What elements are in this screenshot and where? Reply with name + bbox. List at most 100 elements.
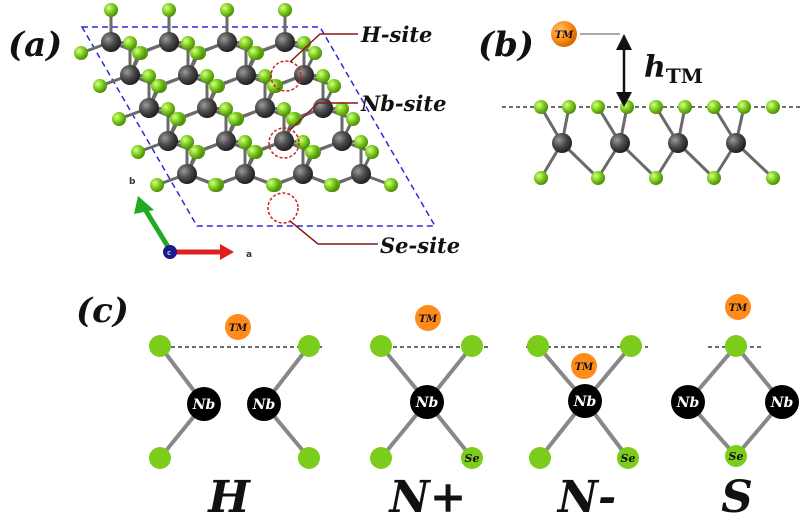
panel-b-label: (b)	[478, 25, 534, 65]
side-se-atom	[737, 100, 751, 114]
config-s-nb-atom	[765, 385, 799, 419]
se-atom	[286, 112, 300, 126]
config-h-tm-atom	[225, 314, 251, 340]
se-atom	[327, 79, 341, 93]
nb-atom	[275, 32, 295, 52]
nb-atom	[216, 131, 236, 151]
config-h-se-atom	[298, 335, 320, 357]
side-se-atom	[678, 100, 692, 114]
se-atom	[93, 79, 107, 93]
nb-atom	[293, 164, 313, 184]
config-h-name: H	[206, 472, 251, 520]
height-arrow-up	[616, 34, 632, 50]
c-axis-label: c	[167, 249, 171, 257]
se-site-marker	[267, 192, 299, 224]
side-nb-atom	[726, 133, 746, 153]
config-s-se-atom	[725, 335, 747, 357]
se-atom	[208, 178, 222, 192]
nb-atom	[120, 65, 140, 85]
config-n-minus-se-atom	[529, 447, 551, 469]
config-n-minus-tm-atom	[571, 353, 597, 379]
se-atom	[151, 79, 165, 93]
nb-atom	[294, 65, 314, 85]
nb-atom	[101, 32, 121, 52]
panel-c-label: (c)	[76, 291, 129, 331]
se-atom	[104, 3, 118, 17]
nb-site-marker	[268, 127, 300, 159]
se-atom	[277, 102, 291, 116]
side-se-atom	[766, 100, 780, 114]
se-atom	[142, 69, 156, 83]
se-site-label: Se-site	[380, 233, 460, 258]
se-atom	[162, 3, 176, 17]
height-label-main: h	[644, 50, 666, 85]
se-atom	[189, 145, 203, 159]
side-se-atom	[591, 171, 605, 185]
config-n-minus-se-atom	[620, 335, 642, 357]
nb-atom	[217, 32, 237, 52]
config-s-name: S	[721, 472, 753, 520]
b-axis-arrow	[140, 204, 173, 252]
config-h-nb-atom	[247, 387, 281, 421]
se-atom	[239, 36, 253, 50]
side-nb-atom	[610, 133, 630, 153]
h-site-label: H-site	[360, 22, 432, 47]
config-n-minus-tm-label: TM	[575, 362, 594, 373]
config-n-minus-nb-atom	[568, 384, 602, 418]
config-n-minus-se-atom	[617, 447, 639, 469]
nb-atom	[274, 131, 294, 151]
height-arrow-down	[616, 92, 632, 107]
unit-cell-outline	[80, 26, 437, 227]
config-n-plus: Se Nb TM N+	[370, 305, 490, 520]
se-atom	[150, 178, 164, 192]
h-site-marker	[270, 60, 302, 92]
se-atom	[181, 36, 195, 50]
config-n-plus-se-atom	[461, 447, 483, 469]
se-atom	[305, 145, 319, 159]
config-s-nb-left-label: Nb	[676, 395, 700, 411]
tm-atom-label: TM	[555, 30, 574, 41]
config-s-se-atom	[725, 445, 747, 467]
se-atom	[132, 46, 146, 60]
panel-c-adsorption-configs: (c) Nb Nb TM H	[76, 291, 799, 520]
se-atom	[161, 102, 175, 116]
config-n-plus-nb-label: Nb	[415, 395, 439, 411]
panel-b-side-view: (b) TM hTM	[478, 21, 803, 185]
lattice-atoms	[74, 3, 398, 192]
config-n-plus-tm-label: TM	[419, 314, 438, 325]
se-atom	[297, 36, 311, 50]
config-n-minus-se-atom	[527, 335, 549, 357]
nb-site-leader	[289, 102, 358, 131]
se-atom	[247, 145, 261, 159]
nb-atom	[236, 65, 256, 85]
side-se-atom	[534, 100, 548, 114]
se-atom	[170, 112, 184, 126]
config-h-nb-atom	[187, 387, 221, 421]
se-site-leader	[289, 220, 378, 245]
se-atom	[131, 145, 145, 159]
se-atom	[200, 69, 214, 83]
config-s-nb-atom	[671, 385, 705, 419]
se-atom	[335, 102, 349, 116]
c-axis-dot	[163, 245, 177, 259]
config-s-se-label: Se	[729, 450, 744, 463]
config-n-plus-name: N+	[387, 472, 466, 520]
se-atom	[258, 69, 272, 83]
axes-indicator: b a c	[129, 177, 252, 260]
side-se-atom	[591, 100, 605, 114]
se-atom	[209, 79, 223, 93]
panel-a-top-view: (a) H-site Nb-site Se-site b a c	[8, 3, 460, 260]
side-se-atom	[766, 171, 780, 185]
se-atom	[308, 46, 322, 60]
config-s-tm-label: TM	[729, 303, 748, 314]
height-label: hTM	[644, 50, 703, 88]
nb-atom	[313, 98, 333, 118]
nb-atom	[159, 32, 179, 52]
nb-atom	[158, 131, 178, 151]
config-h-nb-right-label: Nb	[252, 397, 276, 413]
config-h-nb-left-label: Nb	[192, 397, 216, 413]
se-atom	[324, 178, 338, 192]
height-label-subscript: TM	[666, 64, 703, 88]
nb-atom	[197, 98, 217, 118]
lattice-bonds	[80, 10, 392, 187]
